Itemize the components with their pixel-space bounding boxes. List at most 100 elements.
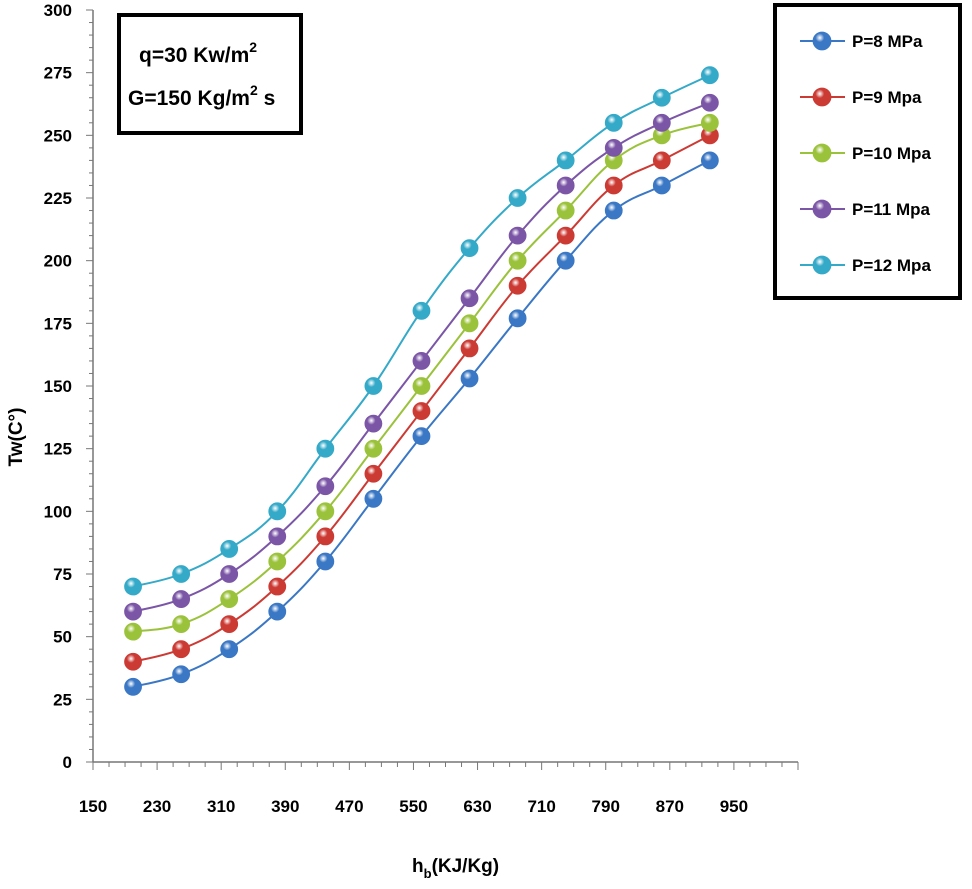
legend-label: P=11 Mpa (852, 200, 931, 219)
data-point (220, 640, 239, 659)
data-point (460, 314, 479, 333)
y-tick-label: 0 (63, 753, 72, 772)
data-point (220, 540, 239, 558)
data-point (604, 176, 623, 195)
x-tick-label: 950 (720, 797, 748, 816)
x-axis-title-main: h (412, 856, 424, 877)
data-point (268, 577, 287, 596)
series-3 (124, 113, 719, 641)
data-point (700, 66, 719, 85)
data-point (364, 414, 383, 433)
y-tick-label: 150 (44, 377, 72, 396)
legend-marker (812, 255, 832, 275)
x-tick-label: 310 (207, 797, 235, 816)
data-point (460, 339, 479, 358)
data-point (412, 352, 431, 370)
legend-label: P=9 Mpa (852, 88, 922, 107)
y-tick-label: 300 (44, 1, 72, 20)
data-point (364, 464, 383, 483)
legend-label: P=12 Mpa (852, 256, 931, 275)
series-1 (124, 151, 719, 696)
data-point (124, 677, 142, 696)
data-point (172, 565, 191, 583)
data-point (172, 665, 191, 684)
data-point (316, 552, 335, 571)
x-axis-title: hb(KJ/Kg) (412, 856, 499, 881)
y-ticks: 0 25 50 75 100 125 150 175 200 225 250 275 300 (44, 1, 93, 772)
data-point (172, 640, 191, 659)
annotation-line-2: G=150 Kg/m2 s (128, 82, 275, 110)
legend-marker (812, 199, 832, 219)
data-point (700, 93, 719, 112)
data-point (412, 301, 431, 320)
legend-label: P=10 Mpa (852, 144, 931, 163)
data-point (508, 309, 527, 328)
data-point (364, 489, 383, 508)
data-point (172, 615, 191, 634)
series-layer (124, 66, 719, 696)
y-tick-label: 125 (44, 440, 72, 459)
y-tick-label: 225 (44, 189, 72, 208)
x-tick-label: 390 (271, 797, 299, 816)
data-point (508, 276, 527, 295)
legend-frame (773, 3, 962, 300)
legend-item: P=9 Mpa (800, 87, 922, 107)
data-point (460, 289, 479, 308)
x-axis-title-unit: (KJ/Kg) (432, 856, 500, 877)
data-point (652, 88, 671, 107)
legend: P=8 MPa P=9 Mpa P=10 Mpa P=11 Mpa P=12 Mpa (773, 3, 962, 300)
data-point (124, 622, 142, 641)
data-point (268, 527, 287, 546)
data-point (268, 502, 287, 521)
x-tick-label: 150 (79, 797, 107, 816)
data-point (316, 439, 335, 458)
data-point (172, 590, 191, 608)
data-point (412, 402, 431, 420)
legend-item: P=10 Mpa (800, 143, 931, 163)
y-tick-label: 175 (44, 314, 72, 333)
y-tick-label: 250 (44, 126, 72, 145)
series-line (132, 159, 711, 688)
data-point (124, 602, 142, 621)
y-tick-label: 50 (53, 628, 72, 647)
data-point (220, 565, 239, 583)
y-axis-title: Tw(C°) (6, 408, 27, 467)
x-tick-label: 230 (143, 797, 171, 816)
data-point (652, 113, 671, 132)
x-tick-label: 790 (592, 797, 620, 816)
y-tick-label: 100 (44, 502, 72, 521)
annotation-box: q=30 Kw/m2 G=150 Kg/m2 s (117, 13, 303, 135)
legend-item: P=12 Mpa (800, 255, 931, 275)
data-point (556, 251, 575, 270)
x-tick-label: 870 (656, 797, 684, 816)
data-point (364, 439, 383, 458)
data-point (316, 502, 335, 521)
series-5 (124, 66, 719, 596)
legend-label: P=8 MPa (852, 32, 923, 51)
data-point (460, 369, 479, 388)
data-point (604, 138, 623, 157)
x-tick-label: 550 (399, 797, 427, 816)
data-point (316, 527, 335, 546)
data-point (508, 251, 527, 270)
x-ticks: 150 230 310 390 470 550 630 710 790 870 950 (79, 762, 799, 816)
data-point (700, 151, 719, 170)
y-tick-label: 25 (53, 690, 72, 709)
series-line (132, 134, 711, 663)
data-point (364, 377, 383, 395)
annotation-line-1: q=30 Kw/m2 (139, 39, 257, 67)
x-axis-title-sub: b (424, 866, 432, 881)
series-2 (124, 126, 719, 671)
x-tick-label: 470 (335, 797, 363, 816)
series-line (132, 74, 711, 588)
data-point (604, 113, 623, 132)
x-tick-label: 630 (463, 797, 491, 816)
data-point (556, 176, 575, 195)
y-tick-label: 200 (44, 252, 72, 271)
data-point (268, 552, 287, 571)
data-point (556, 226, 575, 245)
legend-marker (812, 31, 832, 51)
data-point (556, 151, 575, 170)
x-tick-label: 710 (527, 797, 555, 816)
